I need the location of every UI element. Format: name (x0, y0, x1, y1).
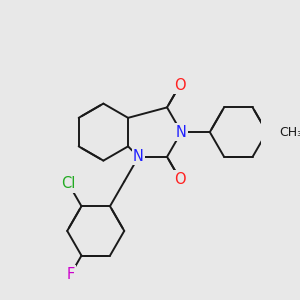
Text: N: N (176, 124, 187, 140)
Text: O: O (174, 172, 186, 187)
Text: Cl: Cl (61, 176, 76, 191)
Text: CH₃: CH₃ (280, 126, 300, 139)
Text: N: N (133, 149, 144, 164)
Text: O: O (174, 78, 186, 93)
Text: F: F (67, 267, 75, 282)
